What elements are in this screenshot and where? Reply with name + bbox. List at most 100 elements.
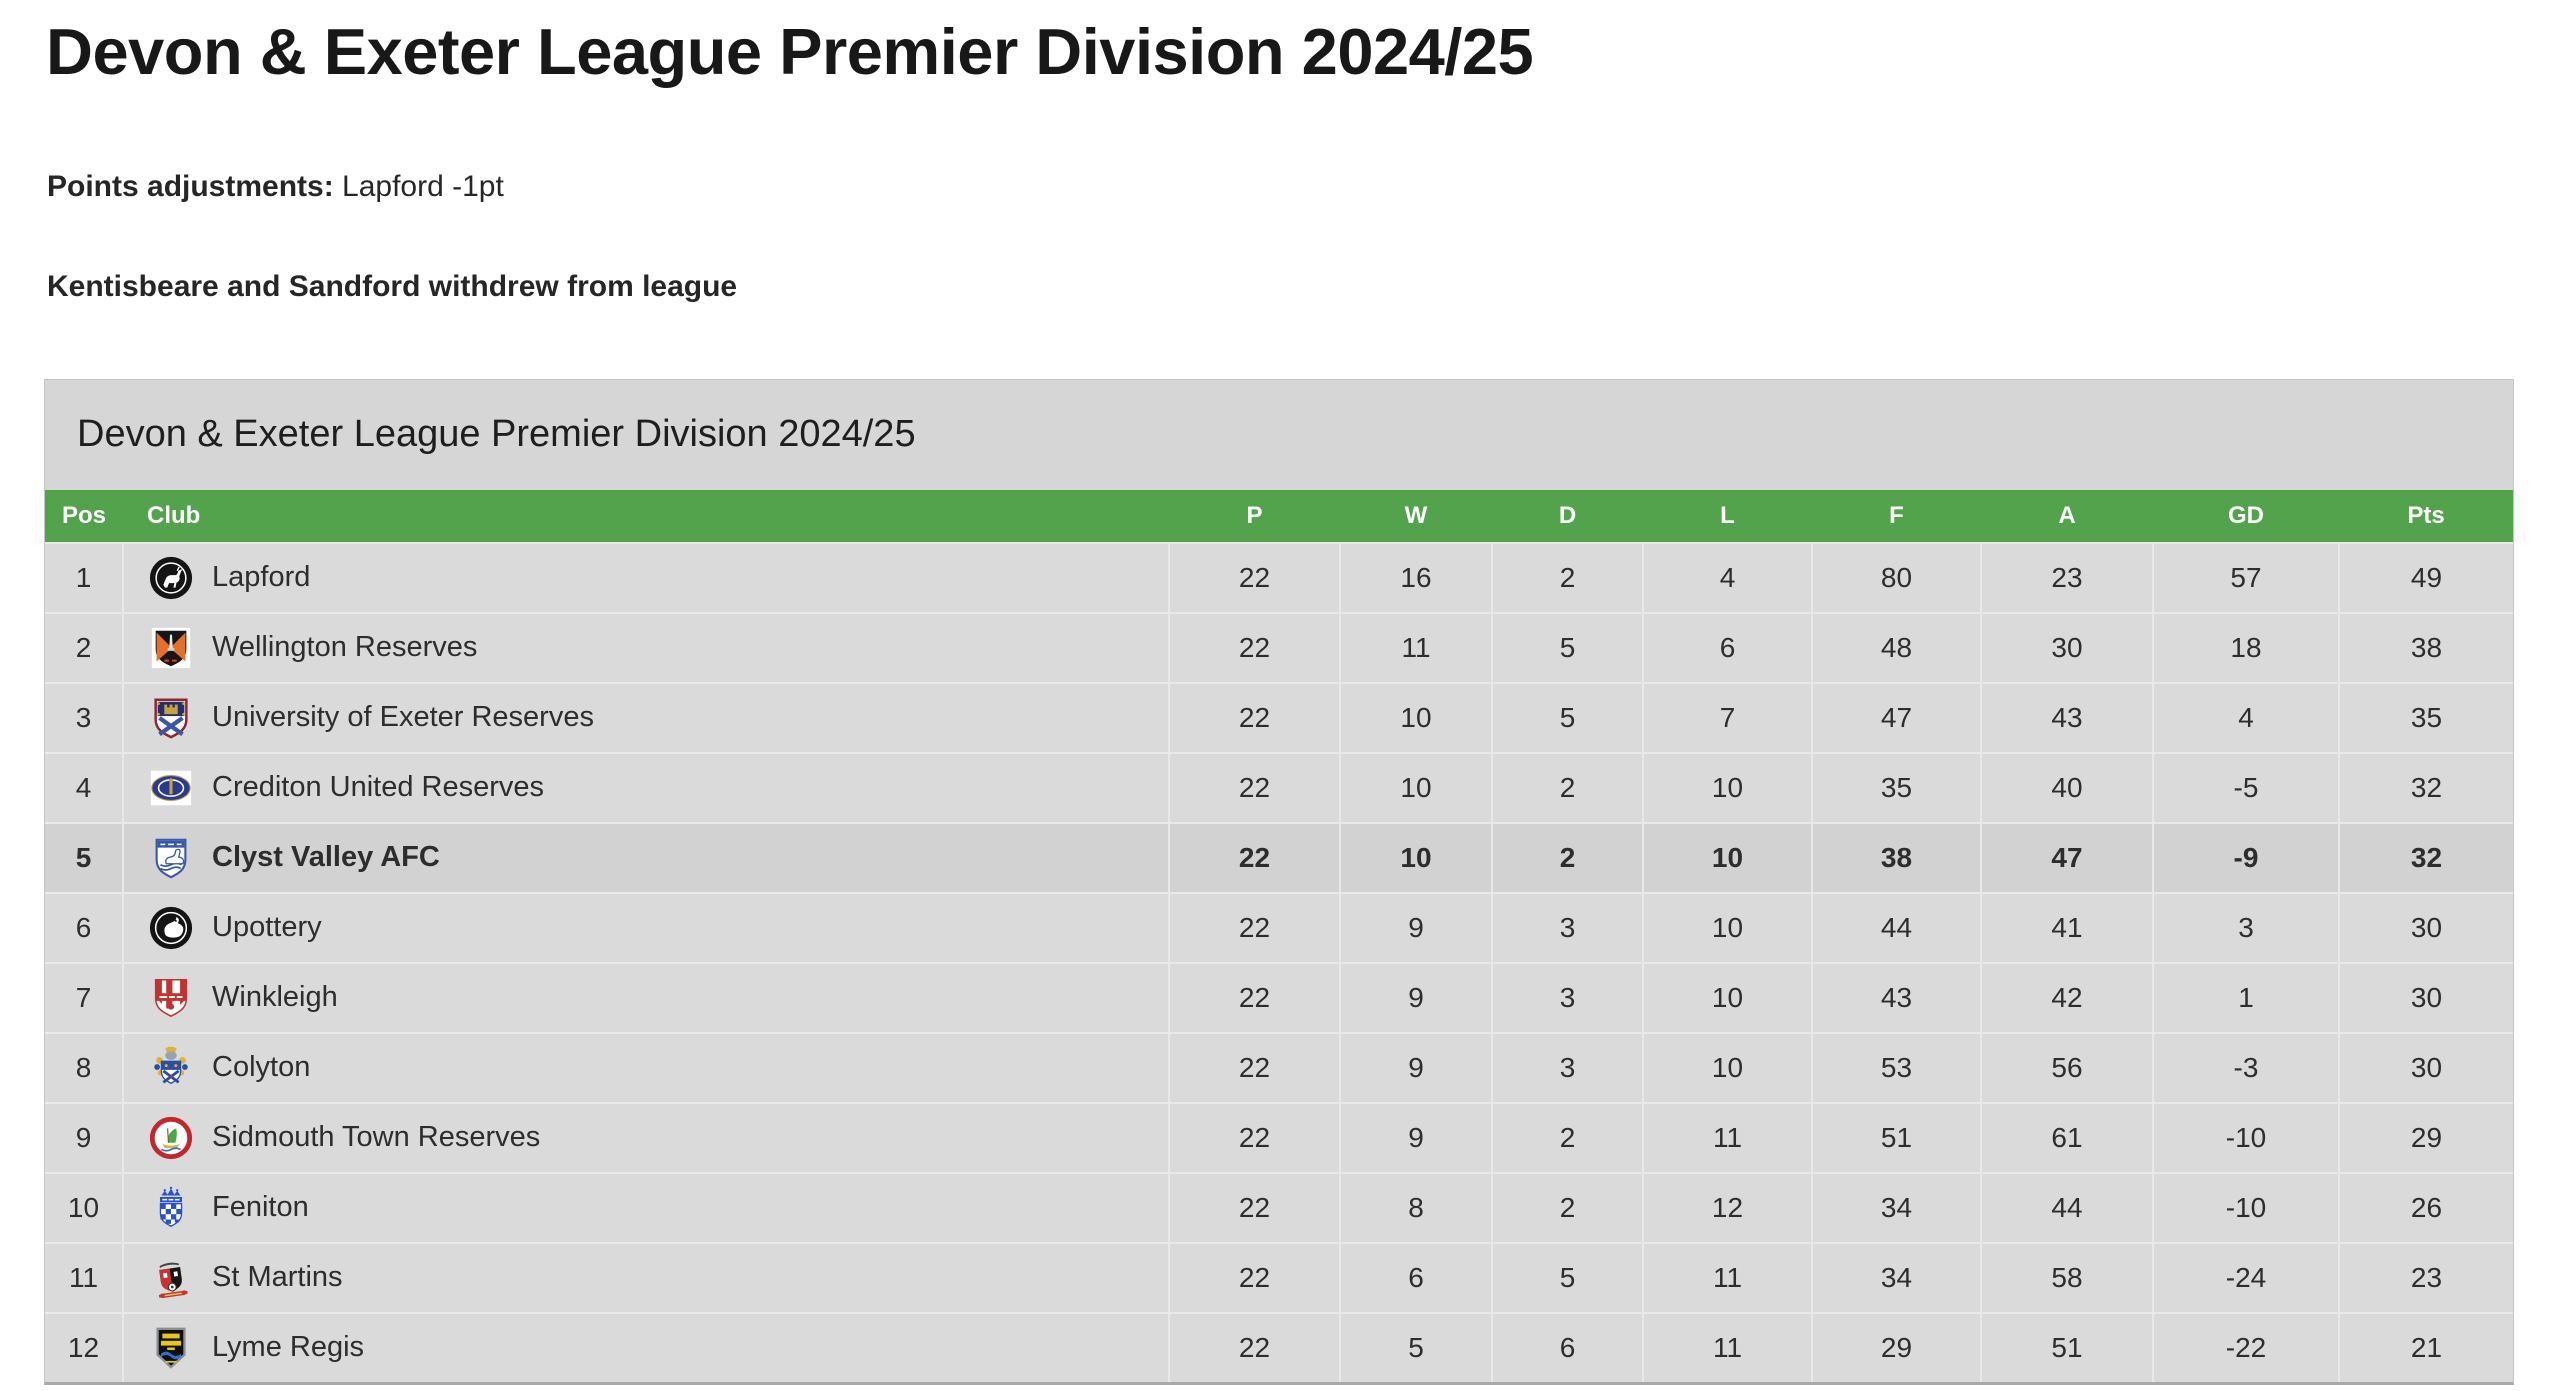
l-cell: 11 — [1642, 1101, 1812, 1173]
w-cell: 5 — [1339, 1311, 1492, 1382]
club-cell: Wellington Reserves — [122, 611, 1169, 683]
club-wrap: Sidmouth Town Reserves — [124, 1115, 1168, 1161]
winkleigh-badge-icon — [148, 975, 194, 1021]
club-wrap: St Martins — [124, 1255, 1168, 1301]
pos-cell: 9 — [45, 1101, 123, 1173]
table-row: 1 Lapford 22 16 2 4 80 23 57 49 — [45, 541, 2513, 613]
w-cell: 10 — [1339, 821, 1492, 893]
gd-cell: -24 — [2152, 1241, 2339, 1313]
pts-cell: 21 — [2338, 1311, 2513, 1382]
sidmouth-badge-icon — [148, 1115, 194, 1161]
l-cell: 10 — [1642, 821, 1812, 893]
club-wrap: University of Exeter Reserves — [124, 695, 1168, 741]
club-cell: Upottery — [122, 891, 1169, 963]
f-cell: 38 — [1811, 821, 1981, 893]
table-row: 3 University of Exeter Reserves 22 10 5 … — [45, 681, 2513, 753]
pos-cell: 11 — [45, 1241, 123, 1313]
points-adjustments-value: Lapford -1pt — [342, 169, 504, 203]
header-goal-difference: GD — [2153, 489, 2339, 543]
w-cell: 9 — [1339, 1101, 1492, 1173]
header-won: W — [1340, 489, 1492, 543]
a-cell: 30 — [1980, 611, 2153, 683]
club-cell: Winkleigh — [122, 961, 1169, 1033]
f-cell: 44 — [1811, 891, 1981, 963]
d-cell: 3 — [1491, 1031, 1643, 1103]
pos-cell: 4 — [45, 751, 123, 823]
w-cell: 10 — [1339, 681, 1492, 753]
club-cell: Lyme Regis — [122, 1311, 1169, 1382]
table-row: 10 Feniton 22 8 2 12 34 44 -10 26 — [45, 1171, 2513, 1243]
f-cell: 34 — [1811, 1241, 1981, 1313]
gd-cell: 3 — [2152, 891, 2339, 963]
club-name: Lyme Regis — [212, 1331, 365, 1364]
p-cell: 22 — [1168, 611, 1340, 683]
gd-cell: 57 — [2152, 541, 2339, 613]
header-goals-for: F — [1812, 489, 1981, 543]
table-row: 8 Colyton 22 9 3 10 53 56 -3 30 — [45, 1031, 2513, 1103]
gd-cell: -22 — [2152, 1311, 2339, 1382]
table-row: 4 Crediton United Reserves 22 10 2 10 35… — [45, 751, 2513, 823]
pts-cell: 26 — [2338, 1171, 2513, 1243]
pos-cell: 1 — [45, 541, 123, 613]
p-cell: 22 — [1168, 1031, 1340, 1103]
d-cell: 2 — [1491, 751, 1643, 823]
club-name: Sidmouth Town Reserves — [212, 1121, 541, 1154]
f-cell: 53 — [1811, 1031, 1981, 1103]
f-cell: 51 — [1811, 1101, 1981, 1173]
pts-cell: 23 — [2338, 1241, 2513, 1313]
club-cell: Clyst Valley AFC — [122, 821, 1169, 893]
w-cell: 10 — [1339, 751, 1492, 823]
pts-cell: 32 — [2338, 821, 2513, 893]
d-cell: 2 — [1491, 1101, 1643, 1173]
p-cell: 22 — [1168, 751, 1340, 823]
pts-cell: 29 — [2338, 1101, 2513, 1173]
points-adjustments-note: Points adjustments: Lapford -1pt — [47, 169, 2560, 205]
header-lost: L — [1643, 489, 1812, 543]
club-name: University of Exeter Reserves — [212, 701, 594, 734]
l-cell: 4 — [1642, 541, 1812, 613]
d-cell: 5 — [1491, 681, 1643, 753]
d-cell: 3 — [1491, 891, 1643, 963]
pos-cell: 5 — [45, 821, 123, 893]
l-cell: 6 — [1642, 611, 1812, 683]
gd-cell: -9 — [2152, 821, 2339, 893]
a-cell: 41 — [1980, 891, 2153, 963]
l-cell: 10 — [1642, 1031, 1812, 1103]
w-cell: 9 — [1339, 1031, 1492, 1103]
table-row: 2 Wellington Reserves 22 11 5 6 48 30 18… — [45, 611, 2513, 683]
club-cell: St Martins — [122, 1241, 1169, 1313]
pts-cell: 32 — [2338, 751, 2513, 823]
d-cell: 5 — [1491, 1241, 1643, 1313]
d-cell: 2 — [1491, 821, 1643, 893]
club-wrap: Lyme Regis — [124, 1325, 1168, 1371]
pts-cell: 35 — [2338, 681, 2513, 753]
gd-cell: -10 — [2152, 1101, 2339, 1173]
p-cell: 22 — [1168, 1241, 1340, 1313]
table-row: 7 Winkleigh 22 9 3 10 43 42 1 30 — [45, 961, 2513, 1033]
header-club: Club — [123, 489, 1169, 543]
header-drawn: D — [1492, 489, 1643, 543]
club-name: Feniton — [212, 1191, 309, 1224]
p-cell: 22 — [1168, 1311, 1340, 1382]
p-cell: 22 — [1168, 961, 1340, 1033]
colyton-badge-icon — [148, 1045, 194, 1091]
table-row: 9 Sidmouth Town Reserves 22 9 2 11 51 61… — [45, 1101, 2513, 1173]
pos-cell: 3 — [45, 681, 123, 753]
l-cell: 10 — [1642, 751, 1812, 823]
l-cell: 10 — [1642, 891, 1812, 963]
gd-cell: -5 — [2152, 751, 2339, 823]
gd-cell: -10 — [2152, 1171, 2339, 1243]
lyme-regis-badge-icon — [148, 1325, 194, 1371]
pts-cell: 49 — [2338, 541, 2513, 613]
table-row: 12 Lyme Regis 22 5 6 11 29 51 -22 21 — [45, 1311, 2513, 1382]
club-name: Winkleigh — [212, 981, 338, 1014]
p-cell: 22 — [1168, 1101, 1340, 1173]
f-cell: 29 — [1811, 1311, 1981, 1382]
d-cell: 2 — [1491, 1171, 1643, 1243]
table-row: 6 Upottery 22 9 3 10 44 41 3 30 — [45, 891, 2513, 963]
f-cell: 34 — [1811, 1171, 1981, 1243]
l-cell: 11 — [1642, 1311, 1812, 1382]
club-wrap: Wellington Reserves — [124, 625, 1168, 671]
w-cell: 6 — [1339, 1241, 1492, 1313]
d-cell: 6 — [1491, 1311, 1643, 1382]
